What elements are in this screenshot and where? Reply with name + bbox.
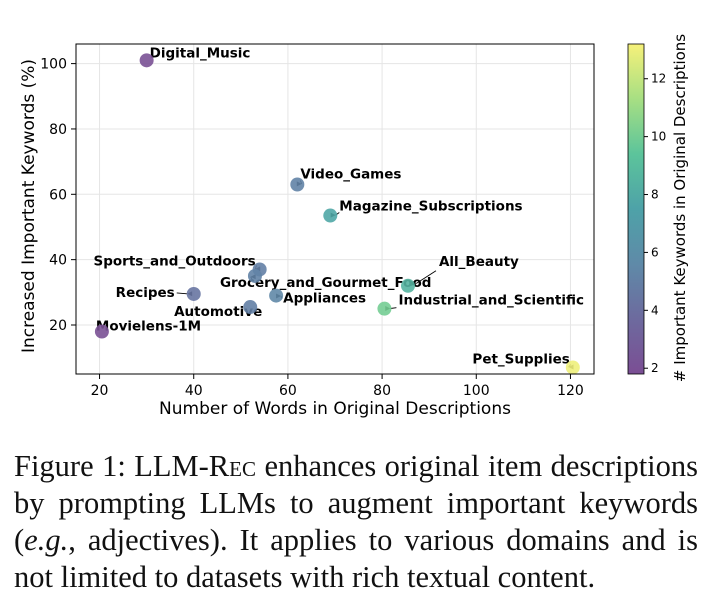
x-tick-label-60: 60 [279,383,297,399]
point-label-sports-and-outdoors: Sports_and_Outdoors [94,253,256,269]
grid-lines [76,44,594,374]
point-label-all-beauty: All_Beauty [439,254,519,270]
point-grocery-and-gourmet-food [247,268,262,283]
x-tick-label-80: 80 [373,383,391,399]
point-label-magazine-subscriptions: Magazine_Subscriptions [339,199,522,215]
y-tick-label-60: 60 [49,187,67,203]
point-label-digital-music: Digital_Music [150,45,251,61]
figure-label: Figure 1: [14,449,126,483]
scatter-chart: Digital_Music Video_Games Magazine_Subscri… [19,34,689,419]
point-label-grocery-and-gourmet-food: Grocery_and_Gourmet_Food [220,275,431,291]
colorbar-tick-label-8: 8 [651,188,659,202]
plot-frame [75,43,595,375]
x-tick-label-40: 40 [185,383,203,399]
point-label-industrial-and-scientific: Industrial_and_Scientific [398,293,584,309]
point-magazine-subscriptions [323,208,338,223]
caption-eg: e.g. [24,523,69,557]
colorbar-ticks: 2 4 6 8 10 12 [644,72,666,375]
x-tick-label-120: 120 [557,383,584,399]
point-appliances [269,288,284,303]
point-video-games [290,177,305,192]
arrow-all-beauty [415,270,437,284]
x-axis-label: Number of Words in Original Descriptions [159,399,511,419]
colorbar-tick-label-12: 12 [651,72,666,86]
colorbar-tick-label-4: 4 [651,303,659,317]
point-all-beauty [400,278,415,293]
point-label-video-games: Video_Games [300,166,401,182]
colorbar-label: # Important Keywords in Original Descrip… [671,34,689,382]
axis-ticks: 20 40 60 80 100 120 20 40 60 80 100 [40,57,584,399]
y-tick-label-40: 40 [49,253,67,269]
model-name: LLM-Rec [134,449,256,483]
y-tick-label-100: 100 [40,57,67,73]
colorbar-tick-label-2: 2 [651,361,659,375]
colorbar-tick-label-6: 6 [651,245,659,259]
point-label-pet-supplies: Pet_Supplies [472,351,569,367]
figure-caption: Figure 1: LLM-Rec enhances original item… [14,448,698,596]
y-tick-label-80: 80 [49,122,67,138]
y-tick-label-20: 20 [49,318,67,334]
data-points [94,53,580,375]
point-labels: Digital_Music Video_Games Magazine_Subscri… [94,45,584,370]
point-pet-supplies [565,360,580,375]
caption-text-part-1: enhances original item descriptions by p… [14,449,699,557]
point-label-recipes: Recipes [116,285,175,301]
x-tick-label-20: 20 [91,383,109,399]
point-label-automotive: Automotive [174,304,262,320]
point-industrial-and-scientific [377,301,392,316]
point-automotive [243,300,258,315]
point-recipes [186,286,201,301]
point-label-movielens-1m: Movielens-1M [96,319,201,335]
point-label-appliances: Appliances [283,291,366,307]
point-movielens-1m [94,324,109,339]
colorbar [627,43,645,375]
caption-text-part-2: , adjectives). It applies to various dom… [14,523,698,594]
x-tick-label-100: 100 [463,383,490,399]
arrow-recipes [176,292,188,295]
point-digital-music [139,53,154,68]
colorbar-tick-label-10: 10 [651,130,666,144]
y-axis-label: Increased Important Keywords (%) [19,59,39,353]
